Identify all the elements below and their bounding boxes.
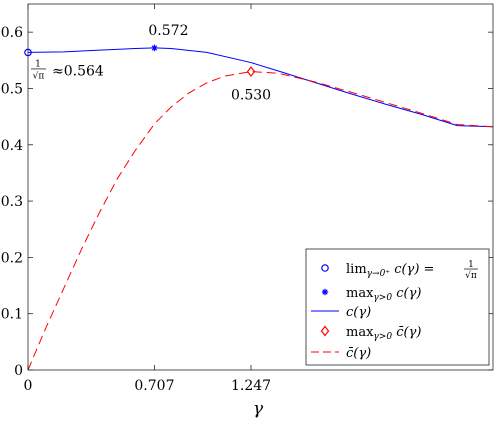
annotation-limit-den: √π xyxy=(33,70,45,81)
axes: 0 0.1 0.2 0.3 0.4 0.5 0.6 0 0.707 1.247 xyxy=(1,3,494,394)
y-tick-label-1: 0.1 xyxy=(1,307,23,323)
annotation-limit-num: 1 xyxy=(35,59,41,69)
y-tick-label-2: 0.2 xyxy=(1,250,23,266)
legend-marker-2 xyxy=(321,288,329,296)
legend-marker-1 xyxy=(321,264,329,272)
legend-label-2: maxγ>0 c(γ) xyxy=(346,286,421,303)
marker-point-3 xyxy=(246,66,256,78)
x-tick-label-2: 1.247 xyxy=(231,378,271,394)
legend-label-5: c̄(γ) xyxy=(346,346,371,361)
legend-label-4: maxγ>0 c̄(γ) xyxy=(346,325,421,342)
series-line-1 xyxy=(28,47,493,128)
y-tick-label-0: 0 xyxy=(14,363,23,379)
legend-marker-4 xyxy=(320,325,330,337)
annotation-limit-value: ≈0.564 xyxy=(52,63,104,79)
annotation-max-c: 0.572 xyxy=(148,23,188,39)
y-tick-label-3: 0.3 xyxy=(1,194,23,210)
axes-frame xyxy=(27,3,494,371)
legend: limγ→0⁺ c(γ) = 1√π maxγ>0 c(γ) c(γ) maxγ>0 … xyxy=(305,248,490,366)
marker-point-2 xyxy=(151,44,158,52)
annotation-max-cbar: 0.530 xyxy=(231,88,271,104)
y-tick-label-6: 0.6 xyxy=(1,25,23,41)
x-tick-label-1: 0.707 xyxy=(134,378,174,394)
series-line-2 xyxy=(28,71,493,370)
x-tick-label-0: 0 xyxy=(24,378,33,394)
annotations: 0.572 0.530 1√π ≈0.564 xyxy=(31,23,271,104)
y-tick-label-4: 0.4 xyxy=(1,138,23,154)
legend-frac-num: 1 xyxy=(468,260,474,270)
legend-label-3: c(γ) xyxy=(346,305,371,320)
y-tick-label-5: 0.5 xyxy=(1,81,23,97)
x-axis-label: γ xyxy=(253,399,264,419)
annotation-limit: 1√π ≈0.564 xyxy=(31,59,104,81)
legend-box xyxy=(305,248,490,366)
legend-frac-den: √π xyxy=(465,270,477,281)
legend-label-1: limγ→0⁺ c(γ) = xyxy=(346,262,434,279)
